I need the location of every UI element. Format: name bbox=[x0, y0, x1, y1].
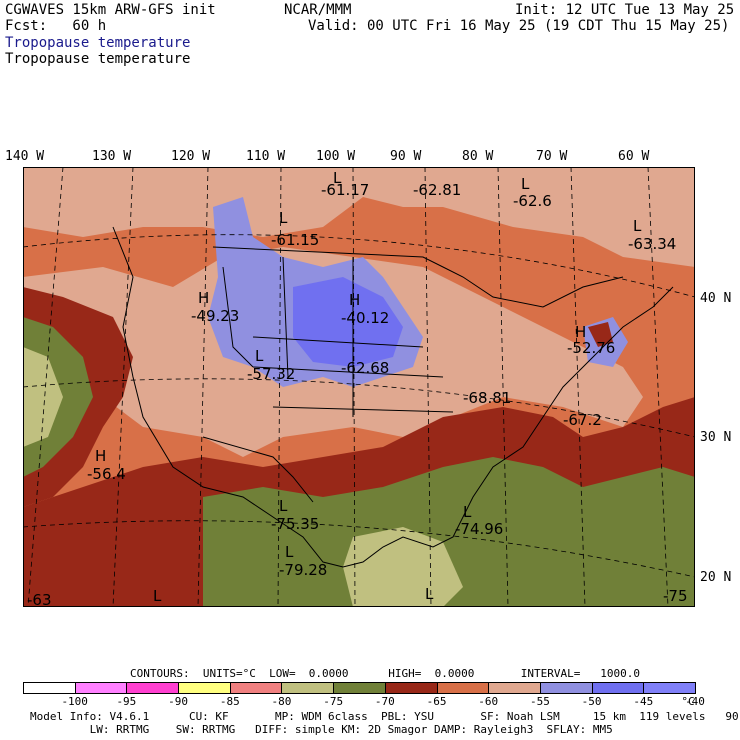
extremum-value: -61.15 bbox=[271, 231, 320, 249]
colorbar-label: -95 bbox=[116, 695, 137, 708]
model-title: CGWAVES 15km ARW-GFS init bbox=[5, 2, 216, 18]
extremum-value: -52.76 bbox=[567, 339, 616, 357]
lon-label: 100 W bbox=[316, 149, 356, 164]
field-olive-gulf bbox=[203, 457, 695, 607]
lon-label: 120 W bbox=[171, 149, 211, 164]
colorbar-label: -50 bbox=[581, 695, 602, 708]
lon-label: 70 W bbox=[536, 149, 568, 164]
extremum-value: -79.28 bbox=[279, 561, 328, 579]
extremum-marker: L bbox=[279, 497, 288, 515]
extremum-marker: L bbox=[279, 209, 288, 227]
lon-label: 90 W bbox=[390, 149, 422, 164]
annotation-layer: L -61.17 -62.81 L -62.6 L -61.15 L -63.3… bbox=[23, 167, 695, 609]
valid-time: Valid: 00 UTC Fri 16 May 25 (19 CDT Thu … bbox=[308, 18, 730, 34]
extremum-value: -62.6 bbox=[513, 192, 552, 210]
lat-label: 20 N bbox=[700, 570, 732, 585]
colorbar-swatch bbox=[591, 682, 645, 694]
lon-label: 140 W bbox=[5, 149, 45, 164]
extremum-marker: H bbox=[575, 323, 587, 341]
extremum-value: -62.81 bbox=[413, 181, 462, 199]
field-title-blue: Tropopause temperature bbox=[5, 35, 191, 51]
colorbar-units: °C bbox=[681, 695, 695, 708]
colorbar-label: -40 bbox=[685, 695, 705, 708]
init-time: Init: 12 UTC Tue 13 May 25 bbox=[515, 2, 735, 18]
forecast-hour: Fcst: 60 h bbox=[5, 18, 107, 34]
extremum-value: -62.68 bbox=[341, 359, 390, 377]
colorbar-swatch bbox=[384, 682, 438, 694]
colorbar-swatch bbox=[126, 682, 180, 694]
model-info: Model Info: V4.6.1 CU: KF MP: WDM 6class… bbox=[30, 710, 740, 723]
extremum-value: -68.81 bbox=[463, 389, 512, 407]
colorbar-swatch bbox=[23, 682, 76, 694]
extremum-marker: H bbox=[95, 447, 107, 465]
extremum-value: -40.12 bbox=[341, 309, 390, 327]
extremum-value: -61.17 bbox=[321, 181, 370, 199]
colorbar-label: -80 bbox=[271, 695, 292, 708]
extremum-marker: L bbox=[425, 585, 434, 603]
extremum-marker: L bbox=[333, 169, 342, 187]
extremum-value: -57.32 bbox=[247, 365, 296, 383]
extremum-marker: L bbox=[255, 347, 264, 365]
colorbar-swatch bbox=[436, 682, 490, 694]
colorbar-label: -45 bbox=[633, 695, 654, 708]
extremum-value: -74.96 bbox=[455, 520, 504, 538]
colorbar-label: -60 bbox=[478, 695, 499, 708]
extremum-value: -75 bbox=[663, 587, 688, 605]
colorbar-label: -100 bbox=[61, 695, 88, 708]
field-khaki-pacific bbox=[23, 347, 63, 447]
colorbar-swatch bbox=[643, 682, 696, 694]
lat-label: 40 N bbox=[700, 291, 732, 306]
colorbar-label: -75 bbox=[323, 695, 344, 708]
tropopause-map bbox=[23, 167, 695, 607]
extremum-value: -63.34 bbox=[628, 235, 677, 253]
extremum-marker: L bbox=[285, 543, 294, 561]
field-pale-north bbox=[23, 167, 695, 267]
contours-info: CONTOURS: UNITS=°C LOW= 0.0000 HIGH= 0.0… bbox=[130, 667, 640, 680]
lon-label: 130 W bbox=[92, 149, 132, 164]
colorbar-swatch bbox=[178, 682, 231, 694]
org-label: NCAR/MMM bbox=[284, 2, 352, 18]
extremum-value: -56.4 bbox=[87, 465, 126, 483]
colorbar-swatch bbox=[229, 682, 283, 694]
physics-info: LW: RRTMG SW: RRTMG DIFF: simple KM: 2D … bbox=[30, 723, 613, 736]
colorbar-label: -90 bbox=[168, 695, 188, 708]
field-darkred-ne bbox=[588, 322, 613, 347]
extremum-value: -75.35 bbox=[271, 515, 320, 533]
extremum-marker: L bbox=[463, 503, 472, 521]
colorbar-label: -55 bbox=[529, 695, 550, 708]
extremum-value: -67.2 bbox=[563, 411, 602, 429]
colorbar-swatch bbox=[488, 682, 541, 694]
colorbar-swatch bbox=[539, 682, 593, 694]
extremum-value: -49.23 bbox=[191, 307, 240, 325]
lon-label: 80 W bbox=[462, 149, 494, 164]
colorbar-label: -70 bbox=[374, 695, 395, 708]
colorbar-swatch bbox=[281, 682, 335, 694]
colorbar-label: -85 bbox=[219, 695, 240, 708]
extremum-marker: L bbox=[153, 587, 162, 605]
colorbar-label: -65 bbox=[426, 695, 447, 708]
field-title: Tropopause temperature bbox=[5, 51, 191, 67]
extremum-marker: L bbox=[633, 217, 642, 235]
extremum-marker: H bbox=[198, 289, 210, 307]
extremum-marker: H bbox=[349, 291, 361, 309]
colorbar-swatch bbox=[74, 682, 128, 694]
lon-label: 110 W bbox=[246, 149, 286, 164]
lon-label: 60 W bbox=[618, 149, 650, 164]
colorbar-swatch bbox=[333, 682, 386, 694]
extremum-value: -63 bbox=[27, 591, 52, 609]
lat-label: 30 N bbox=[700, 430, 732, 445]
extremum-marker: L bbox=[521, 175, 530, 193]
